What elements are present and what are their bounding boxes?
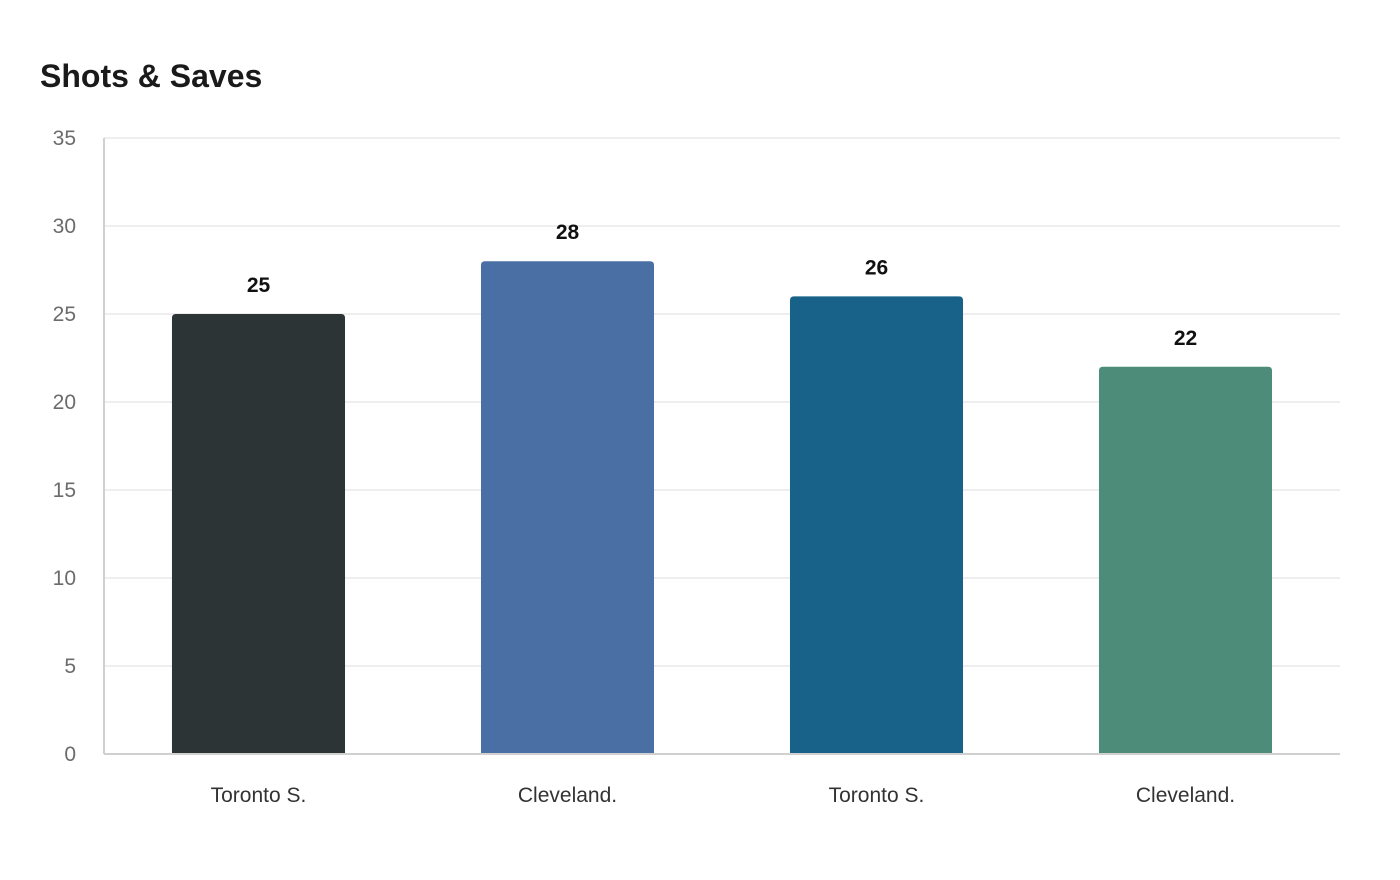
data-label: 28 (556, 221, 580, 244)
chart-title: Shots & Saves (40, 58, 263, 94)
y-tick-label: 20 (53, 391, 76, 414)
data-label: 26 (865, 256, 888, 279)
data-label: 22 (1174, 327, 1197, 350)
bar (789, 296, 964, 754)
y-tick-label: 10 (53, 567, 76, 590)
data-labels: 25 28 26 22 (247, 221, 1197, 350)
data-label: 25 (247, 274, 271, 297)
bars (171, 261, 1273, 754)
bar (1098, 366, 1273, 754)
x-tick-label: Toronto S. (829, 784, 925, 807)
x-tick-label: Cleveland. (1136, 784, 1235, 807)
y-tick-label: 35 (53, 127, 76, 150)
bar (171, 314, 346, 754)
y-axis-ticks: 0 5 10 15 20 25 30 35 (53, 127, 76, 766)
bar (480, 261, 655, 754)
y-tick-label: 15 (53, 479, 76, 502)
y-tick-label: 5 (64, 655, 76, 678)
y-tick-label: 25 (53, 303, 76, 326)
y-tick-label: 0 (64, 743, 76, 766)
x-tick-label: Toronto S. (211, 784, 307, 807)
y-tick-label: 30 (53, 215, 76, 238)
x-axis-ticks: Toronto S. Cleveland. Toronto S. Cleveland. (211, 784, 1235, 807)
x-tick-label: Cleveland. (518, 784, 617, 807)
